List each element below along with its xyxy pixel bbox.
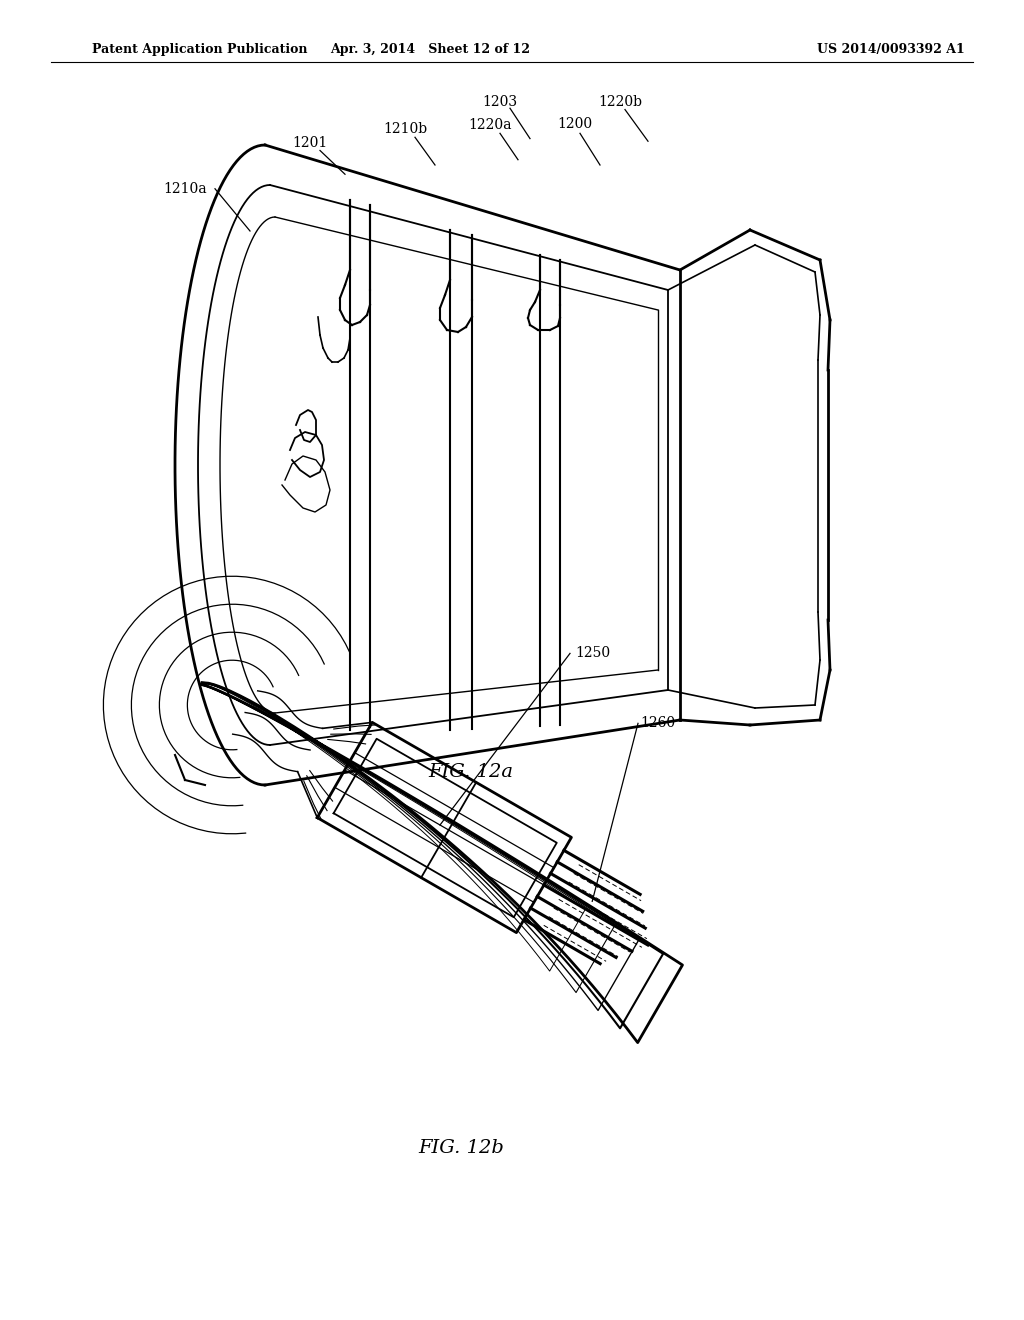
Text: 1220a: 1220a [468, 119, 512, 132]
Text: 1201: 1201 [293, 136, 328, 149]
Text: Apr. 3, 2014   Sheet 12 of 12: Apr. 3, 2014 Sheet 12 of 12 [330, 44, 530, 57]
Text: US 2014/0093392 A1: US 2014/0093392 A1 [817, 44, 965, 57]
Text: 1220b: 1220b [598, 95, 642, 108]
Text: 1250: 1250 [575, 647, 610, 660]
Text: FIG. 12b: FIG. 12b [418, 1139, 504, 1158]
Text: 1200: 1200 [557, 117, 593, 131]
Text: 1260: 1260 [640, 717, 675, 730]
Text: 1210a: 1210a [163, 182, 207, 195]
Text: 1203: 1203 [482, 95, 517, 108]
Text: FIG. 12a: FIG. 12a [428, 763, 514, 781]
Text: 1210b: 1210b [383, 123, 427, 136]
Text: Patent Application Publication: Patent Application Publication [92, 44, 307, 57]
